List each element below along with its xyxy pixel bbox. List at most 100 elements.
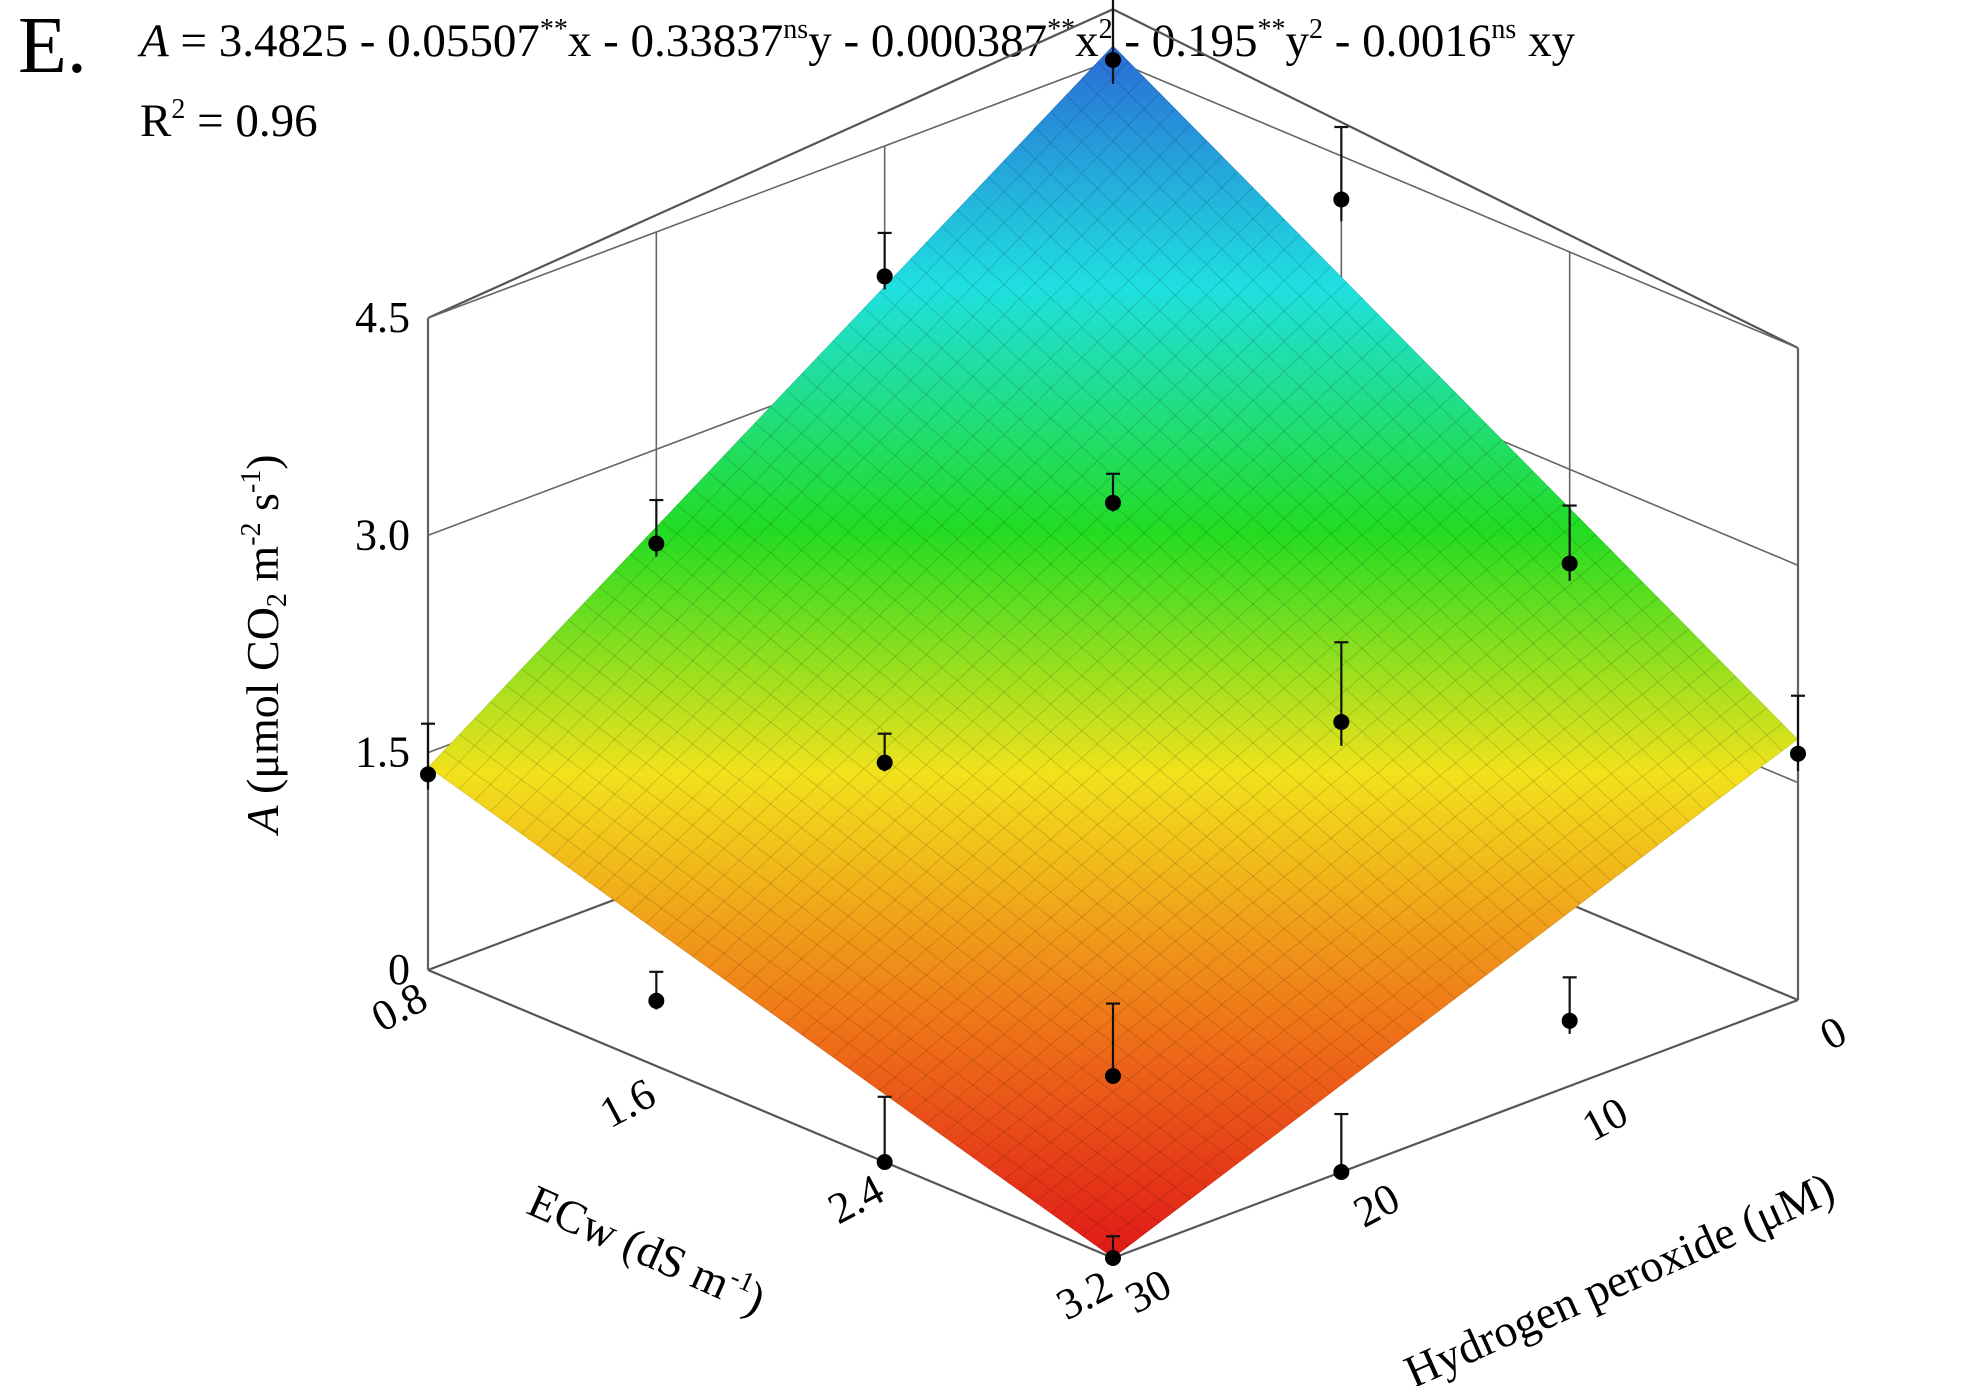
mesh-line xyxy=(505,123,1192,824)
x-tick-label: 0.8 xyxy=(363,973,435,1042)
mesh-line xyxy=(614,234,1301,902)
mesh-line xyxy=(661,281,1347,935)
mesh-line xyxy=(816,439,1503,1047)
mesh-line xyxy=(1081,77,1768,764)
mesh-line xyxy=(832,340,1519,952)
mesh-line xyxy=(645,537,1332,1094)
mesh-line xyxy=(848,323,1534,941)
point-marker xyxy=(876,1154,893,1170)
point-marker xyxy=(1333,1164,1350,1180)
mesh-line xyxy=(1019,644,1705,1192)
data-point xyxy=(1105,1235,1121,1266)
mesh-line xyxy=(676,297,1363,947)
mesh-line xyxy=(941,225,1628,870)
mesh-line xyxy=(505,684,1192,1200)
x-tick-label: 1.6 xyxy=(592,1069,664,1138)
point-marker xyxy=(1333,713,1350,730)
data-point xyxy=(648,498,665,557)
eq-exp-2: 2 xyxy=(1309,14,1324,45)
mesh-line xyxy=(630,553,1316,1106)
z-tick-label: 4.5 xyxy=(355,293,410,342)
z-tick-label: 0 xyxy=(388,945,410,994)
y-tick-label: 20 xyxy=(1346,1173,1408,1237)
point-marker xyxy=(1333,191,1350,208)
mesh-line xyxy=(474,92,1161,801)
x-axis-label: ECw (dS m-1) xyxy=(521,1174,774,1325)
right-top-edge xyxy=(1112,8,1799,349)
data-point xyxy=(1105,0,1121,84)
mesh-line xyxy=(598,218,1285,891)
z-label-unit: (μmol CO xyxy=(237,607,288,805)
data-point xyxy=(876,732,893,772)
eq-part-6: y xyxy=(1285,15,1310,67)
mesh-line xyxy=(754,376,1441,1002)
point-marker xyxy=(1105,1250,1121,1266)
surface-mesh xyxy=(428,45,1798,1259)
mesh-line xyxy=(1097,723,1783,1248)
mesh-line xyxy=(583,202,1270,880)
mesh-line xyxy=(941,565,1628,1136)
mesh-line xyxy=(1050,675,1737,1214)
mesh-line xyxy=(739,360,1425,991)
data-point xyxy=(1105,1002,1121,1084)
mesh-line xyxy=(770,391,1456,1013)
mesh-line xyxy=(910,533,1596,1114)
mesh-line xyxy=(832,455,1519,1058)
point-marker xyxy=(1105,52,1121,68)
mesh-line xyxy=(1050,110,1737,787)
mesh-line xyxy=(848,470,1534,1069)
mesh-line xyxy=(567,187,1254,868)
data-point xyxy=(1561,504,1578,581)
mesh-line xyxy=(583,602,1269,1141)
mesh-line xyxy=(474,717,1161,1224)
mesh-line xyxy=(661,520,1347,1082)
mesh-line xyxy=(894,274,1581,905)
z-axis-label: A (μmol CO2 m-2 s-1) xyxy=(236,454,293,836)
point-marker xyxy=(876,268,893,285)
mesh-line xyxy=(957,581,1643,1147)
front-right-floor-edge xyxy=(1112,998,1799,1260)
mesh-line xyxy=(458,733,1145,1235)
y-axis-label: Hydrogen peroxide (μM) xyxy=(1397,1162,1842,1386)
mesh-line xyxy=(536,651,1223,1176)
z-label-sub: 2 xyxy=(262,593,293,607)
z-tick-label: 3.0 xyxy=(355,510,410,559)
mesh-line xyxy=(972,596,1659,1158)
response-surface xyxy=(428,45,1798,1259)
mesh-line xyxy=(879,291,1565,917)
z-label-s: s xyxy=(237,493,288,522)
mesh-line xyxy=(443,60,1129,779)
eq-exp-1: 2 xyxy=(1098,14,1113,45)
y-tick-label: 30 xyxy=(1117,1259,1179,1323)
mesh-line xyxy=(723,455,1410,1035)
r2-prefix: R xyxy=(140,95,172,147)
eq-sig-2: ns xyxy=(783,14,809,45)
data-point xyxy=(876,1095,893,1170)
eq-sig-5: ns xyxy=(1491,14,1517,45)
mesh-line xyxy=(630,250,1316,913)
r2-exp: 2 xyxy=(171,94,186,125)
left-top-edge xyxy=(427,8,1114,320)
mesh-line xyxy=(614,569,1301,1117)
eq-part-4: x xyxy=(1075,15,1099,67)
mesh-line xyxy=(801,373,1487,976)
eq-sig-1: ** xyxy=(539,14,568,45)
point-marker xyxy=(648,535,665,552)
data-point xyxy=(1333,1112,1350,1180)
mesh-line xyxy=(754,422,1441,1011)
y-tick-label: 0 xyxy=(1812,1006,1854,1060)
mesh-line xyxy=(723,344,1410,980)
z-label-m: m xyxy=(237,546,288,594)
mesh-line xyxy=(676,504,1363,1070)
x-tick-label: 3.2 xyxy=(1048,1261,1120,1330)
point-marker xyxy=(420,766,436,783)
mesh-line xyxy=(910,258,1596,893)
z-label-var: A xyxy=(237,805,288,837)
z-label-sup1: -2 xyxy=(236,522,267,545)
panel-letter: E. xyxy=(18,2,87,90)
z-label-close: ) xyxy=(237,454,288,469)
data-point xyxy=(648,970,665,1010)
mesh-line xyxy=(1003,159,1690,823)
eq-sig-4: ** xyxy=(1257,14,1286,45)
